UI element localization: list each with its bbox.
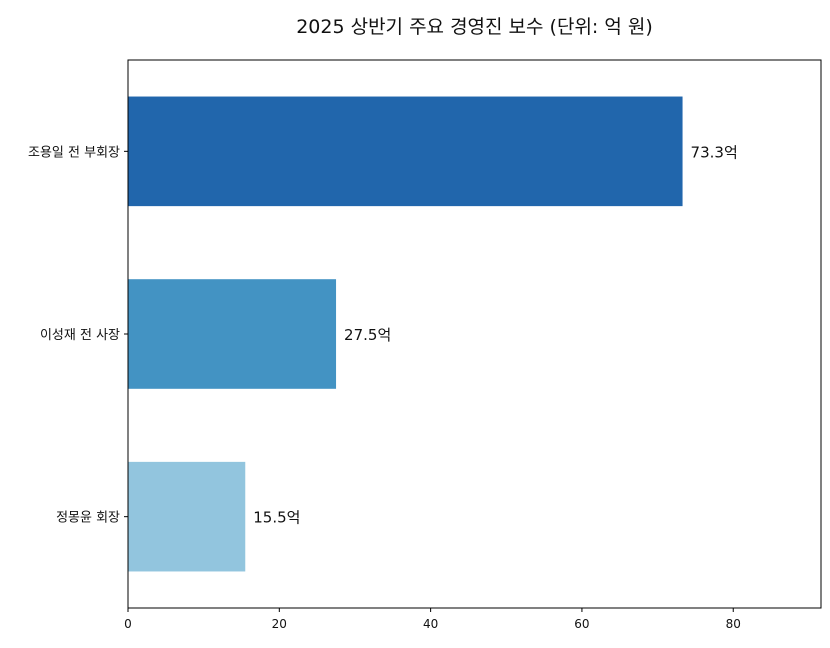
data-label: 15.5억 [253,509,300,527]
y-tick-label: 정몽윤 회장 [56,511,120,526]
x-tick-label: 40 [423,617,438,631]
bar [128,96,683,207]
bar [128,461,246,572]
x-tick-label: 0 [124,617,132,631]
x-tick-label: 80 [726,617,741,631]
x-tick-label: 20 [272,617,287,631]
data-label: 73.3억 [691,143,738,161]
bar [128,279,337,389]
y-tick-label: 이성재 전 사장 [40,328,120,343]
chart-title: 2025 상반기 주요 경영진 보수 (단위: 억 원) [296,16,653,38]
plot-frame [127,59,822,609]
x-tick-label: 60 [574,617,589,631]
y-tick-label: 조용일 전 부회장 [28,145,120,160]
data-label: 27.5억 [344,326,391,344]
